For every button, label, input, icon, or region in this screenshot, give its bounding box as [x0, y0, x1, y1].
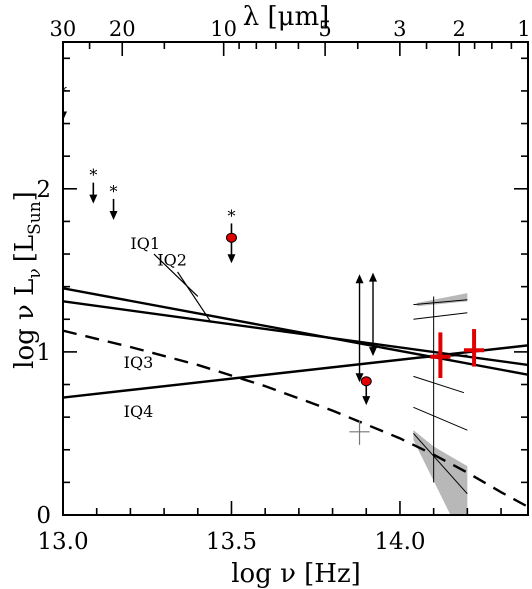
red-point-arrow-0-head — [227, 254, 236, 264]
x-tick-label-2: 14.0 — [374, 529, 425, 555]
gray-band-1 — [413, 430, 468, 515]
axis-ticks: 13.0 13.5 14.0 0 1 2 30 20 10 5 3 2 1.2 — [36, 17, 532, 555]
y-tick-label-1: 1 — [36, 340, 51, 366]
y-tick-label-2: 2 — [36, 177, 51, 203]
curve-leader-iq1 — [153, 253, 199, 297]
top-tick-label-4: 3 — [393, 17, 406, 41]
plot-frame — [62, 41, 529, 516]
series-iq4 — [63, 344, 528, 399]
series-iq3 — [63, 329, 528, 508]
upper-limit-star-2: * — [110, 182, 118, 201]
y-axis-title-sub: ν — [25, 268, 45, 278]
top-tick-label-5: 2 — [453, 17, 466, 41]
y-axis-title: log ν Lν [LSun] — [10, 191, 45, 369]
upper-limit-star-1: * — [89, 166, 97, 185]
model-thin-line-3 — [413, 375, 465, 394]
y-axis-title-close: ] — [10, 191, 40, 201]
curve-leader-iq2 — [177, 271, 212, 323]
top-tick-label-3: 5 — [318, 17, 331, 41]
top-axis-title: λ [μm] — [243, 2, 330, 32]
double-arrow-down-0 — [355, 373, 364, 383]
curve-label-iq1: IQ1 — [130, 234, 160, 253]
y-axis-title-unit-sub: Sun — [25, 201, 45, 235]
double-arrow-up-0-head — [355, 274, 364, 284]
y-axis-title-unit: [L — [10, 235, 40, 262]
y-tick-label-0: 0 — [36, 503, 51, 529]
red-point-1 — [360, 376, 372, 387]
model-thin-line-4 — [413, 406, 468, 431]
upper-limit-star-3: * — [227, 206, 235, 225]
x-axis-title: log ν [Hz] — [231, 559, 361, 589]
top-tick-label-0: 30 — [50, 17, 77, 41]
gray-band-0 — [416, 293, 468, 307]
double-arrow-up-1-head — [369, 272, 377, 282]
y-axis-title-main: log ν L — [10, 279, 40, 369]
upper-limit-arrow-2-head — [109, 210, 118, 220]
curve-label-iq2: IQ2 — [157, 250, 187, 269]
red-point-0 — [225, 232, 237, 243]
x-tick-label-1: 13.5 — [206, 529, 257, 555]
upper-limit-arrow-1-head — [89, 194, 98, 204]
model-thin-line-5 — [413, 433, 468, 495]
top-tick-label-2: 10 — [210, 17, 237, 41]
double-arrow-down-1 — [369, 347, 377, 357]
series-iq1 — [63, 287, 528, 376]
x-tick-label-0: 13.0 — [37, 529, 88, 555]
model-thin-line-0 — [413, 299, 468, 306]
curve-label-iq3: IQ3 — [124, 353, 154, 372]
top-tick-label-6: 1.2 — [517, 17, 532, 41]
upper-limit-star-0: * — [59, 82, 67, 101]
top-tick-label-1: 20 — [109, 17, 136, 41]
curve-label-iq4: IQ4 — [124, 402, 154, 421]
red-point-arrow-1-head — [362, 396, 371, 406]
model-thin-line-1 — [413, 312, 468, 320]
